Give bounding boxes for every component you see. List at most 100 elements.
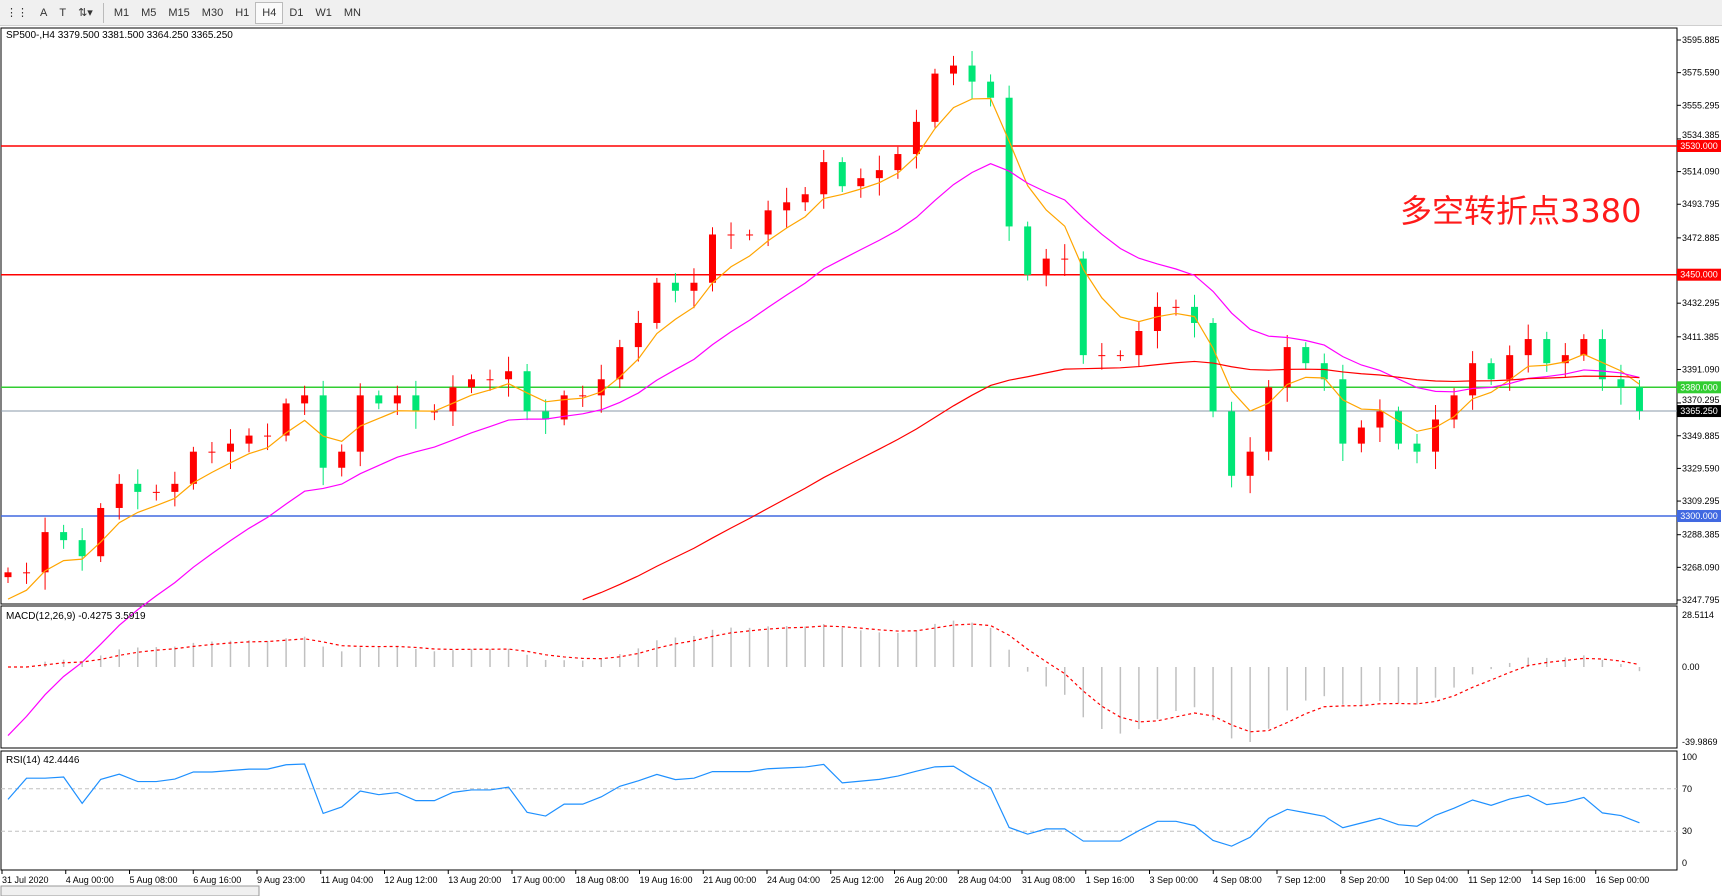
candle-body <box>1042 258 1050 275</box>
candle-body <box>783 202 791 211</box>
time-axis-label: 21 Aug 00:00 <box>703 875 756 885</box>
candle-body <box>912 121 920 155</box>
price-axis-label: 3268.090 <box>1682 562 1720 572</box>
time-axis-label: 11 Sep 12:00 <box>1468 875 1521 885</box>
price-axis-label: 3493.795 <box>1682 199 1720 209</box>
timeframe-m30[interactable]: M30 <box>201 6 224 19</box>
candle-body <box>1265 387 1273 452</box>
candle-body <box>1116 355 1124 357</box>
candle-body <box>1469 363 1477 396</box>
candle-body <box>542 411 550 420</box>
time-axis-label: 1 Sep 16:00 <box>1086 875 1135 885</box>
macd-signal-line <box>8 623 1640 733</box>
candle-body <box>1135 331 1143 356</box>
annotation-text[interactable]: 多空转折点3380 <box>1400 192 1642 230</box>
main-panel <box>0 27 1678 605</box>
candle-body <box>838 162 846 187</box>
time-axis-label: 26 Aug 20:00 <box>895 875 948 885</box>
rsi-line <box>7 763 1640 847</box>
candle-body <box>115 483 123 508</box>
level-tag <box>1677 405 1721 418</box>
crosshair-icon[interactable]: ⋮⋮ <box>6 7 28 19</box>
time-axis-label: 12 Aug 12:00 <box>385 875 438 885</box>
time-axis-label: 10 Sep 04:00 <box>1405 875 1459 885</box>
candle-body <box>1153 306 1161 332</box>
price-axis-label: 3595.885 <box>1682 35 1720 45</box>
timeframe-mn[interactable]: MN <box>343 6 361 19</box>
candle-body <box>1339 379 1347 444</box>
candle-body <box>1098 355 1106 357</box>
time-axis-label: 31 Jul 2020 <box>2 875 49 885</box>
rsi-title: RSI(14) 42.4446 <box>6 755 80 766</box>
candle-body <box>1413 443 1421 452</box>
candle-body <box>467 379 475 388</box>
candle-body <box>412 395 420 412</box>
candle-body <box>486 379 494 381</box>
price-axis-label: 3411.385 <box>1682 332 1719 342</box>
timeframe-h1[interactable]: H1 <box>235 6 250 19</box>
ma-slow-line <box>582 360 1640 601</box>
price-axis-label: 3309.295 <box>1682 496 1720 506</box>
level-tag <box>1677 268 1721 281</box>
time-axis-label: 19 Aug 16:00 <box>640 875 693 885</box>
candle-body <box>449 387 457 412</box>
macd-panel <box>0 605 1678 749</box>
timeframe-m1[interactable]: M1 <box>113 6 130 19</box>
candle-body <box>764 210 772 235</box>
time-axis-label: 7 Sep 12:00 <box>1277 875 1326 885</box>
scrollbar <box>0 885 260 896</box>
candle-body <box>393 395 401 404</box>
tool-text-t[interactable]: T <box>59 6 67 19</box>
candle-body <box>41 532 49 573</box>
timeframe-h4[interactable]: H4 <box>255 1 284 24</box>
divider <box>102 2 104 23</box>
level-label: 3365.250 <box>1680 406 1718 416</box>
time-axis-label: 28 Aug 04:00 <box>958 875 1011 885</box>
candle-body <box>708 234 716 283</box>
candle-body <box>1487 363 1495 380</box>
candle-body <box>1394 411 1402 444</box>
candle-body <box>505 371 513 380</box>
candle-body <box>1543 339 1551 364</box>
timeframe-d1[interactable]: D1 <box>289 6 304 19</box>
time-axis-label: 25 Aug 12:00 <box>831 875 884 885</box>
candle-body <box>1376 411 1384 428</box>
candle-body <box>968 65 976 82</box>
candle-body <box>134 483 142 492</box>
candle-body <box>301 395 309 404</box>
time-axis-label: 14 Sep 16:00 <box>1532 875 1586 885</box>
candle-body <box>1320 363 1328 380</box>
macd-axis-label: -39.9869 <box>1682 737 1718 747</box>
candle-body <box>4 572 12 578</box>
candle-body <box>23 572 31 574</box>
candle-body <box>690 282 698 291</box>
candle-body <box>1172 306 1180 308</box>
time-axis-label: 6 Aug 16:00 <box>193 875 241 885</box>
candle-body <box>875 170 883 179</box>
tool-text-a[interactable]: A <box>40 6 48 19</box>
timeframe-m15[interactable]: M15 <box>168 6 190 19</box>
candle-body <box>597 379 605 396</box>
macd-axis-label: 0.00 <box>1682 662 1700 672</box>
level-tag <box>1677 381 1721 394</box>
time-axis-label: 18 Aug 08:00 <box>576 875 629 885</box>
price-axis-label: 3288.385 <box>1682 530 1720 540</box>
price-axis-label: 3534.385 <box>1682 130 1720 140</box>
arrows-icon[interactable]: ⇅▾ <box>78 7 93 19</box>
price-axis-label: 3432.295 <box>1682 298 1720 308</box>
candle-body <box>1580 339 1588 356</box>
time-axis-label: 4 Aug 00:00 <box>66 875 114 885</box>
level-label: 3450.000 <box>1680 270 1718 280</box>
time-axis-label: 17 Aug 00:00 <box>512 875 565 885</box>
candle-body <box>931 73 939 122</box>
candle-body <box>634 322 642 348</box>
candle-body <box>1024 226 1032 275</box>
macd-title: MACD(12,26,9) -0.4275 3.5919 <box>6 611 146 622</box>
timeframe-m5[interactable]: M5 <box>141 6 157 19</box>
time-axis-label: 11 Aug 04:00 <box>321 875 373 885</box>
ma-fast-line <box>7 97 1640 600</box>
level-label: 3300.000 <box>1680 511 1718 521</box>
timeframe-w1[interactable]: W1 <box>315 6 332 19</box>
time-axis-label: 16 Sep 00:00 <box>1596 875 1650 885</box>
